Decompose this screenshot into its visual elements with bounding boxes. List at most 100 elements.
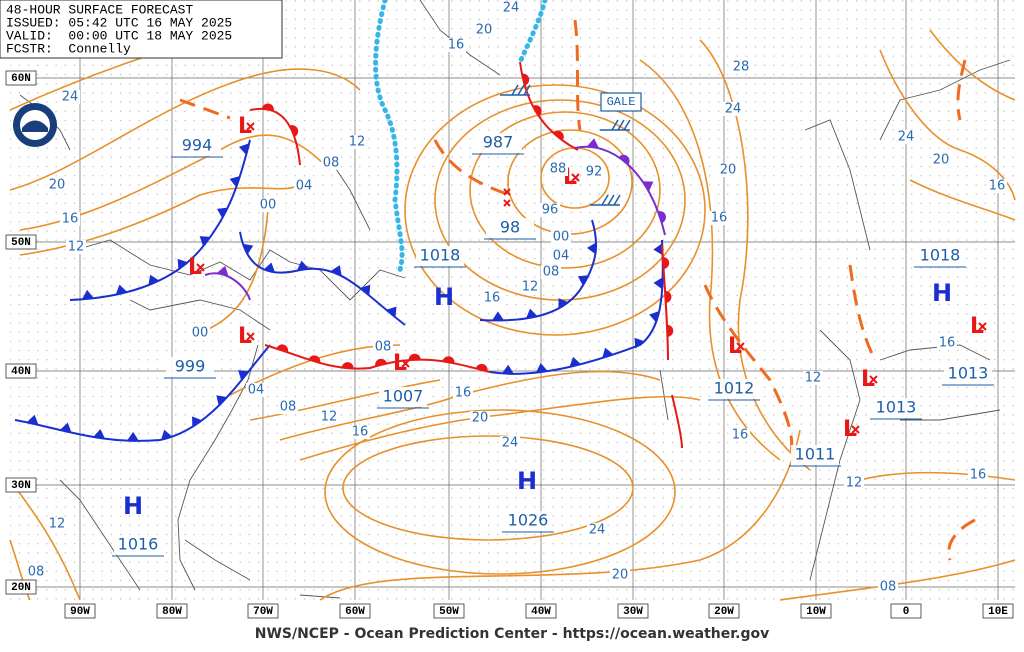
front-triangle — [653, 277, 663, 290]
front-triangle — [217, 207, 228, 219]
latitude-label-box — [5, 579, 37, 595]
isobar-label-background — [470, 411, 490, 425]
pressure-label: 999 — [175, 357, 206, 376]
pressure-label-background — [944, 364, 992, 384]
front-semicircle — [375, 358, 387, 367]
front-symbol — [276, 344, 289, 353]
front-symbol — [341, 362, 354, 369]
front-triangle — [115, 284, 128, 295]
front-symbol — [586, 138, 599, 148]
ice-edge — [373, 0, 548, 273]
front-triangle — [587, 242, 597, 255]
pressure-label-background — [379, 387, 427, 407]
front-symbol — [229, 176, 241, 188]
isobar-label-background — [896, 130, 916, 144]
isobar-label: 24 — [589, 523, 606, 538]
isobar-label-background — [47, 178, 67, 192]
pressure-label: 1013 — [948, 364, 989, 383]
pressure-label: 1018 — [420, 246, 461, 265]
front-symbol — [199, 236, 211, 247]
isobar-label: 24 — [898, 130, 915, 145]
isobar-label: 16 — [939, 336, 956, 351]
front-symbol — [216, 265, 229, 277]
pressure-label-background — [872, 398, 920, 418]
longitude-label: 30W — [623, 606, 643, 618]
low-center-x — [978, 322, 987, 331]
isobar-label-background — [501, 1, 521, 15]
front-symbol — [262, 103, 274, 111]
pressure-label-background — [166, 357, 214, 377]
front-symbol — [238, 370, 249, 381]
front-semicircle — [408, 353, 421, 360]
front-symbol — [93, 428, 106, 439]
front-triangle — [501, 364, 514, 374]
pressure-label-background — [173, 136, 221, 156]
isobar-label-background — [474, 23, 494, 37]
longitude-label-box — [339, 603, 371, 619]
isobar-label: 04 — [248, 383, 265, 398]
front-symbol — [634, 337, 645, 349]
front-triangle — [26, 414, 39, 425]
cold-front — [239, 231, 406, 326]
isobar-label-background — [730, 428, 750, 442]
front-semicircle — [662, 256, 670, 269]
front-semicircle — [341, 362, 354, 369]
isobar-label: 12 — [522, 280, 539, 295]
front-triangle — [649, 311, 660, 323]
front-semicircle — [308, 355, 321, 364]
front-triangle — [330, 265, 342, 276]
longitude-label: 40W — [531, 606, 551, 618]
low-center-x — [851, 425, 860, 434]
front-symbol — [59, 422, 72, 433]
front-symbol — [81, 289, 94, 300]
front-symbol — [442, 356, 455, 364]
isobar-label: 16 — [989, 179, 1006, 194]
front-symbol — [148, 274, 160, 286]
front-semicircle — [618, 154, 630, 165]
high-symbol: H — [517, 467, 537, 495]
longitude-label: 10W — [806, 606, 826, 618]
front-semicircle — [442, 356, 455, 364]
isobar-label-background — [610, 568, 630, 582]
front-symbol — [242, 243, 254, 255]
isobar-label: 24 — [725, 102, 742, 117]
front-symbol — [532, 105, 542, 117]
header-box — [0, 0, 283, 59]
front-symbol — [475, 363, 488, 372]
front-triangle — [642, 181, 654, 192]
longitude-label-box — [617, 603, 649, 619]
front-triangle — [238, 370, 249, 381]
front-triangle — [81, 289, 94, 300]
isobar-label-background — [731, 60, 751, 74]
latitude-label-box — [5, 70, 37, 86]
noaa-logo — [13, 103, 57, 147]
pressure-label-background — [916, 246, 964, 266]
isobar-label-background — [278, 400, 298, 414]
isobar-label: 16 — [352, 425, 369, 440]
front-triangle — [199, 236, 211, 247]
low-center-x — [736, 342, 745, 351]
front-symbol — [665, 290, 672, 303]
warning-box — [600, 92, 642, 112]
isobar-label: 16 — [448, 38, 465, 53]
front-triangle — [238, 143, 250, 155]
front-symbol — [115, 284, 128, 295]
isobar-label-background — [878, 580, 898, 594]
pressure-label-background — [486, 218, 534, 238]
front-triangle — [229, 176, 241, 188]
pressure-label: 98 — [500, 218, 520, 237]
isobar-label-background — [551, 249, 571, 263]
isobar-label-background — [319, 410, 339, 424]
longitude-label: 90W — [70, 606, 90, 618]
isobar-label-background — [66, 240, 86, 254]
longitude-label-box — [433, 603, 465, 619]
header-valid: VALID: 00:00 UTC 18 MAY 2025 — [6, 28, 232, 43]
front-symbol — [577, 275, 589, 286]
front-symbol — [521, 73, 530, 86]
isobar-label-background — [446, 38, 466, 52]
front-symbol — [535, 363, 548, 373]
pressure-label-background — [504, 511, 552, 531]
front-triangle — [634, 337, 645, 349]
front-symbol — [667, 324, 674, 337]
